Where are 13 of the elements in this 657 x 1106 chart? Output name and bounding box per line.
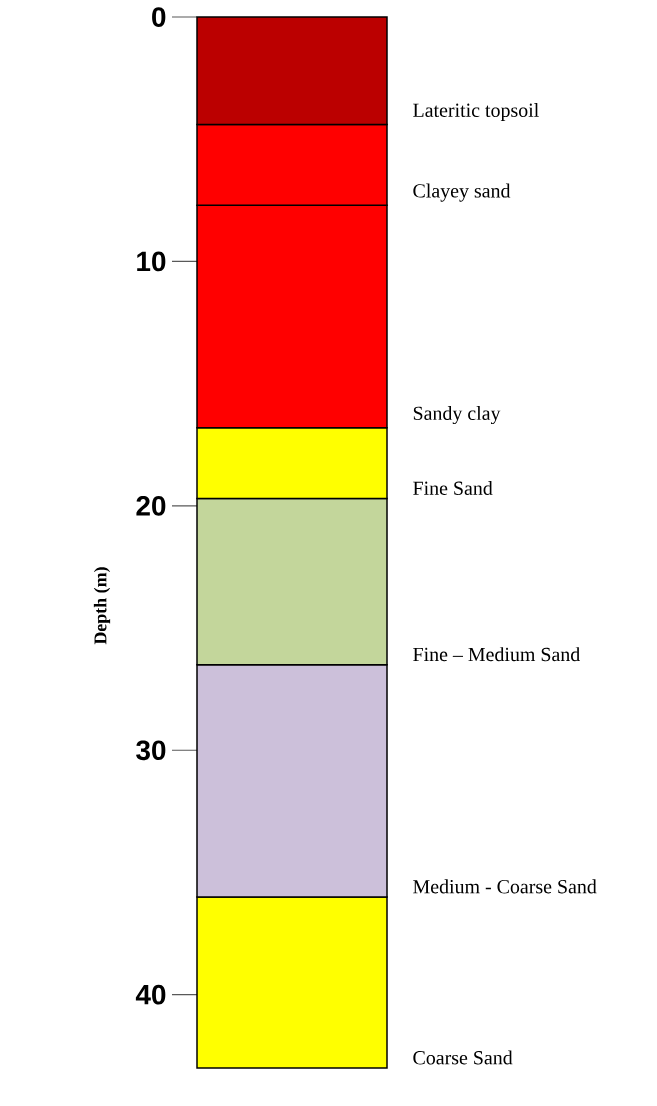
series-label: Coarse Sand — [413, 1050, 513, 1065]
series-label: Lateritic topsoil — [413, 102, 539, 122]
series-label: Fine Sand — [413, 480, 493, 495]
series-label: Medium - Coarse Sand — [413, 879, 597, 894]
series-label: Fine – Medium Sand — [413, 647, 580, 662]
y-tick-label: 10 — [137, 251, 166, 272]
series-label: Sandy clay — [413, 405, 501, 425]
y-tick-label: 40 — [135, 984, 166, 1005]
series-label: Clayey sand — [413, 183, 511, 202]
y-tick-label: 20 — [136, 495, 166, 516]
y-axis-title: Depth (m) — [93, 567, 111, 645]
y-tick-label: 30 — [136, 740, 166, 761]
y-tick-label: 0 — [152, 7, 166, 27]
